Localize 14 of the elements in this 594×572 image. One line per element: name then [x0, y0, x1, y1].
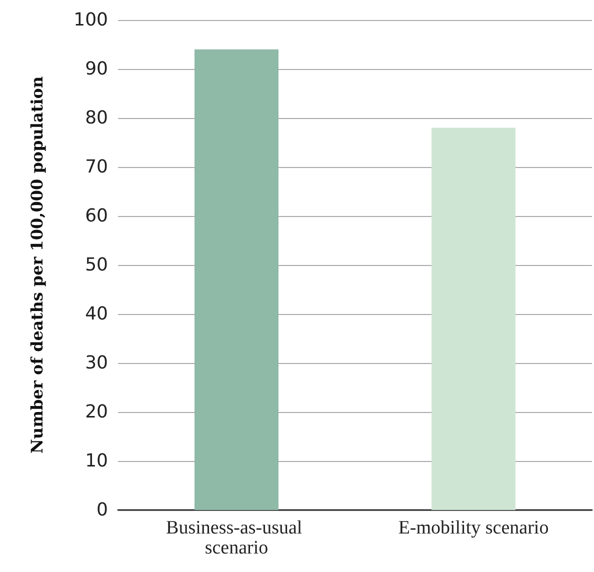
- y-tick-label: 100: [74, 10, 108, 30]
- y-tick-label: 30: [85, 352, 108, 374]
- y-tick-label: 0: [96, 500, 108, 520]
- y-tick-label: 20: [85, 402, 108, 422]
- y-tick-label: 50: [85, 254, 108, 276]
- y-tick-label: 90: [85, 58, 108, 80]
- x-tick-label: Business-as-usual scenario: [166, 518, 307, 558]
- y-tick-label: 70: [85, 156, 108, 178]
- y-axis-title: Number of deaths per 100,000 population: [28, 76, 46, 454]
- x-tick-label: E-mobility scenario: [398, 518, 549, 538]
- y-tick-label: 60: [85, 206, 108, 226]
- y-tick-label: 40: [85, 304, 108, 324]
- y-tick-label: 80: [85, 108, 108, 128]
- y-tick-label: 10: [85, 450, 108, 472]
